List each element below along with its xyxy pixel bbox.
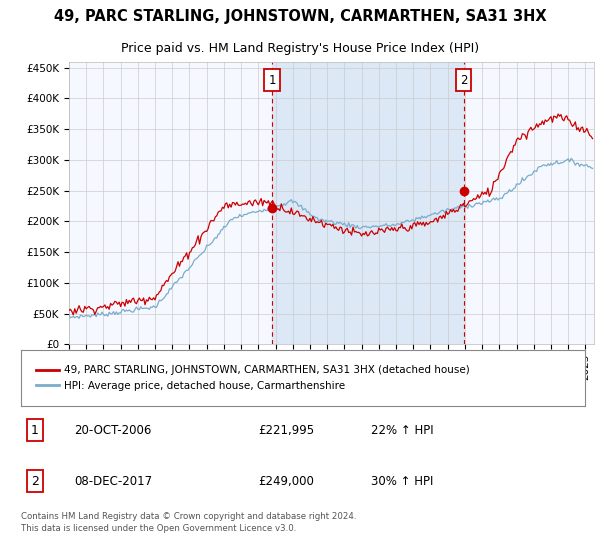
Bar bbox=[272, 62, 464, 344]
Text: 2: 2 bbox=[31, 475, 39, 488]
Text: Contains HM Land Registry data © Crown copyright and database right 2024.
This d: Contains HM Land Registry data © Crown c… bbox=[21, 512, 356, 534]
Text: 1: 1 bbox=[268, 73, 276, 87]
Text: 20-OCT-2006: 20-OCT-2006 bbox=[74, 424, 152, 437]
Text: 49, PARC STARLING, JOHNSTOWN, CARMARTHEN, SA31 3HX: 49, PARC STARLING, JOHNSTOWN, CARMARTHEN… bbox=[53, 9, 547, 24]
Text: 22% ↑ HPI: 22% ↑ HPI bbox=[371, 424, 433, 437]
Text: £249,000: £249,000 bbox=[258, 475, 314, 488]
Text: 30% ↑ HPI: 30% ↑ HPI bbox=[371, 475, 433, 488]
Text: £221,995: £221,995 bbox=[258, 424, 314, 437]
Text: 08-DEC-2017: 08-DEC-2017 bbox=[74, 475, 153, 488]
Text: Price paid vs. HM Land Registry's House Price Index (HPI): Price paid vs. HM Land Registry's House … bbox=[121, 41, 479, 55]
Text: 2: 2 bbox=[460, 73, 467, 87]
Text: 1: 1 bbox=[31, 424, 39, 437]
Legend: 49, PARC STARLING, JOHNSTOWN, CARMARTHEN, SA31 3HX (detached house), HPI: Averag: 49, PARC STARLING, JOHNSTOWN, CARMARTHEN… bbox=[32, 361, 474, 395]
